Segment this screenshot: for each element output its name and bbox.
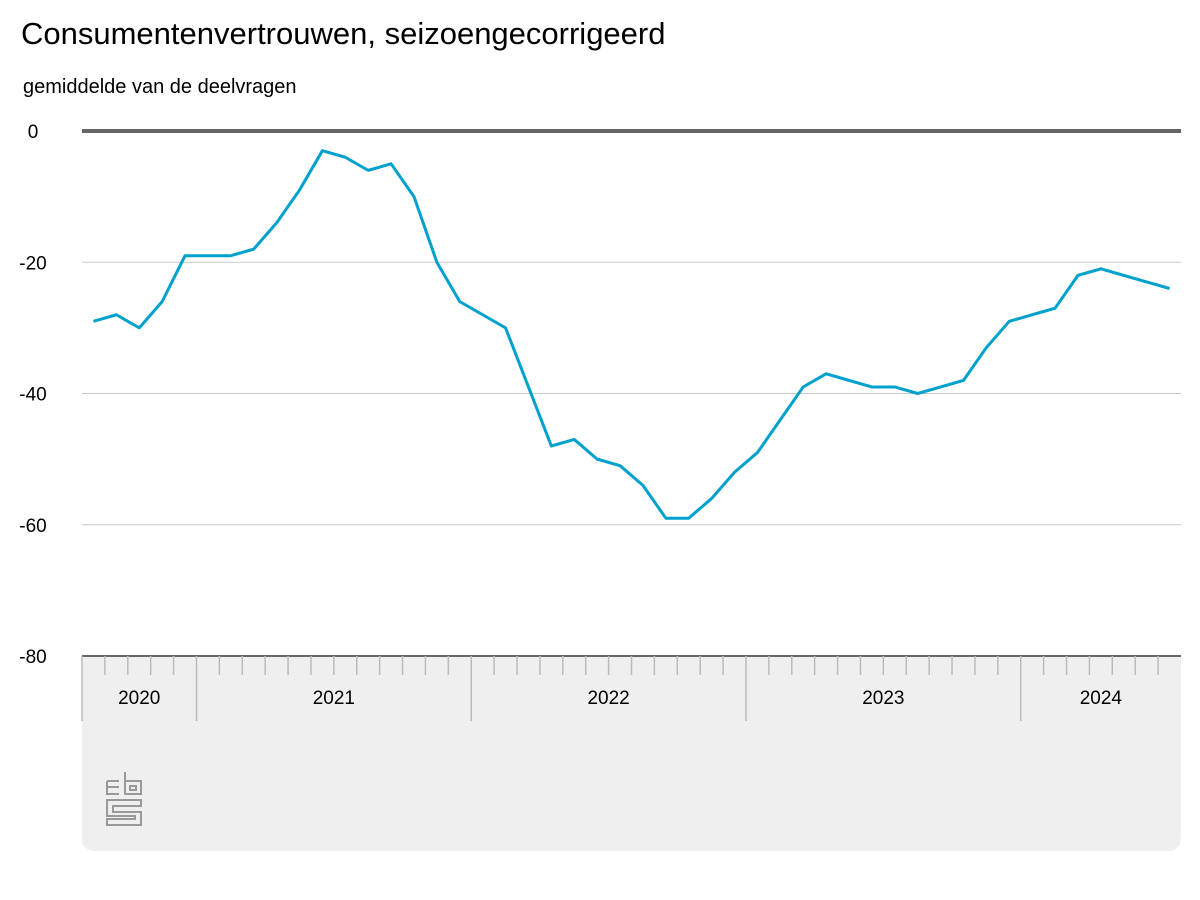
y-tick-label: -20 — [19, 253, 46, 274]
chart-subtitle: gemiddelde van de deelvragen — [23, 76, 297, 98]
y-tick-label: -80 — [19, 647, 46, 668]
logo-stroke — [106, 799, 142, 826]
series-line — [93, 149, 1170, 520]
year-label: 2024 — [1080, 688, 1123, 709]
x-axis-band — [82, 656, 1181, 851]
logo-stroke — [106, 780, 119, 795]
y-tick-label: -40 — [19, 385, 46, 406]
y-tick-label: 0 — [28, 122, 39, 143]
logo-stroke — [124, 772, 142, 795]
year-label: 2023 — [862, 688, 904, 709]
chart-title: Consumentenvertrouwen, seizoengecorrigee… — [21, 16, 666, 51]
year-label: 2020 — [118, 688, 160, 709]
y-tick-label: -60 — [19, 516, 46, 537]
cbs-logo — [106, 772, 142, 826]
year-label: 2022 — [587, 688, 629, 709]
year-label: 2021 — [313, 688, 355, 709]
